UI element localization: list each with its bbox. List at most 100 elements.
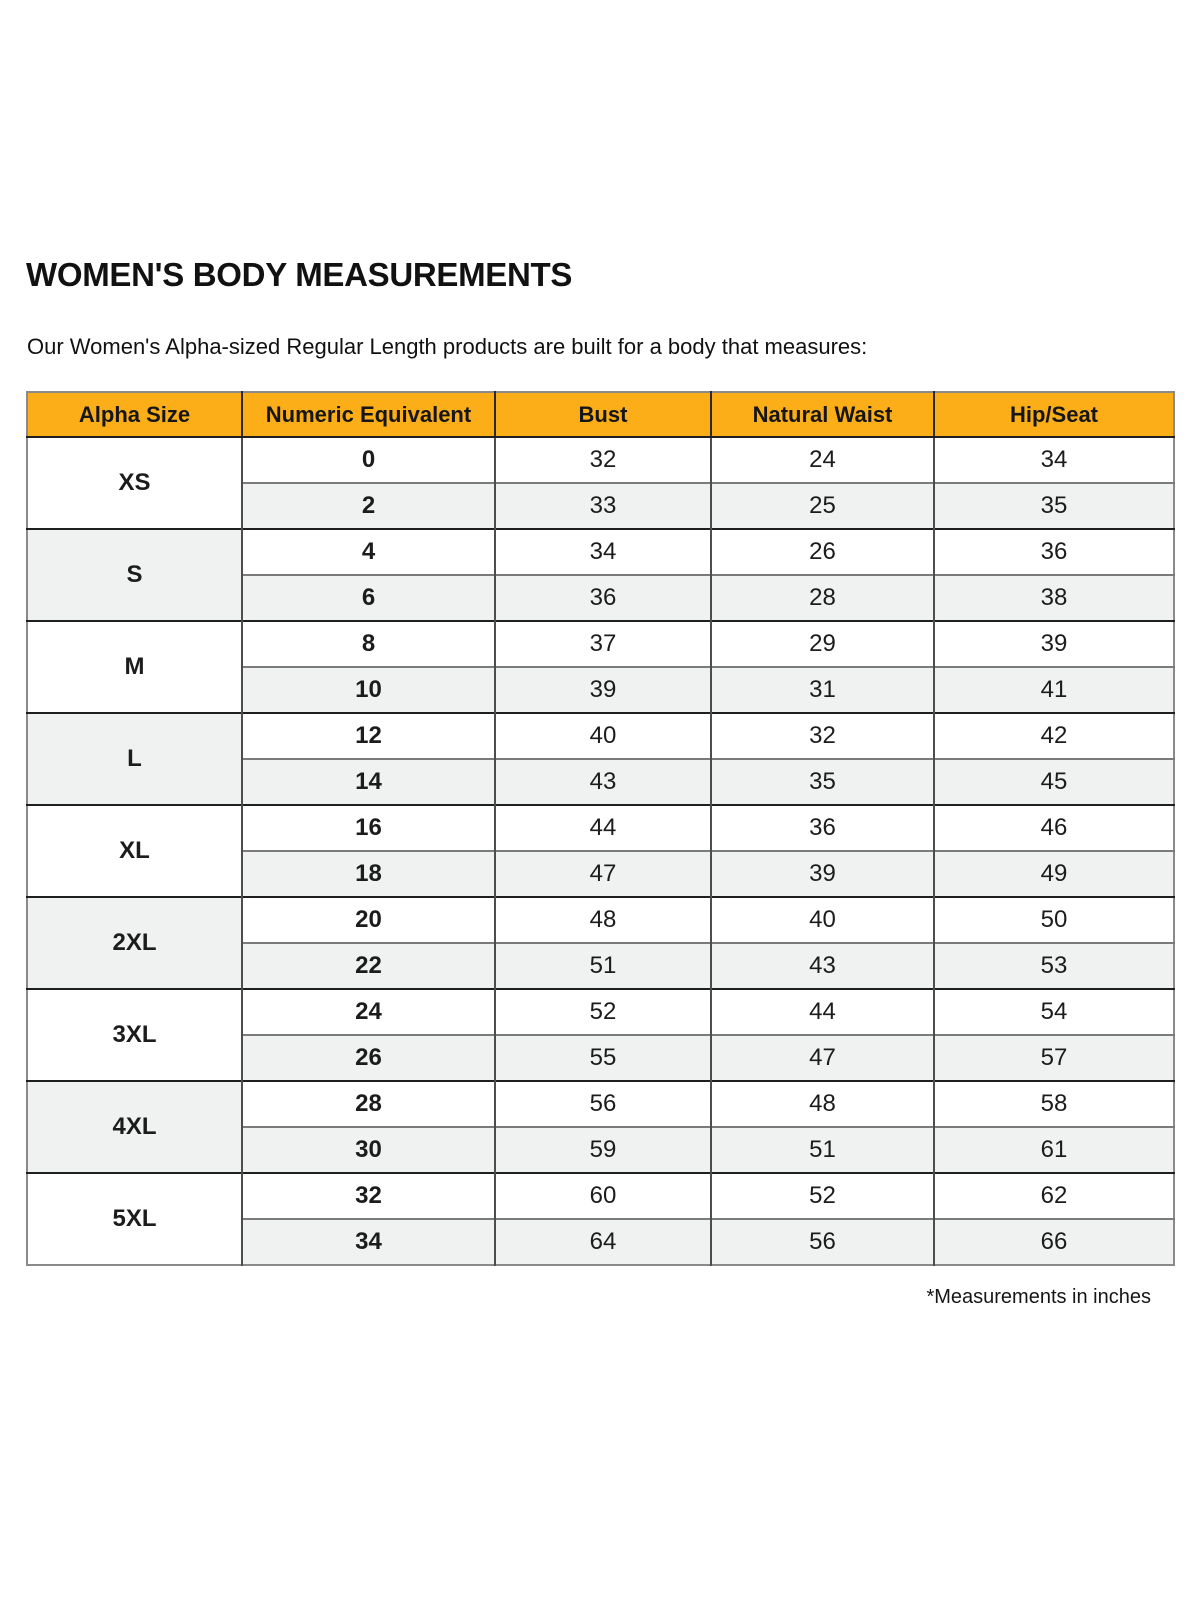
- bust-cell: 40: [494, 712, 711, 759]
- hip-seat-cell: 50: [933, 896, 1174, 943]
- bust-cell: 47: [494, 850, 711, 897]
- numeric-equivalent-cell: 6: [241, 574, 495, 621]
- alpha-size-cell: S: [27, 528, 242, 621]
- hip-seat-cell: 53: [933, 942, 1174, 989]
- hip-seat-cell: 39: [933, 620, 1174, 667]
- bust-cell: 34: [494, 528, 711, 575]
- natural-waist-cell: 28: [710, 574, 934, 621]
- bust-cell: 33: [494, 482, 711, 529]
- numeric-equivalent-cell: 8: [241, 620, 495, 667]
- bust-cell: 39: [494, 666, 711, 713]
- hip-seat-cell: 38: [933, 574, 1174, 621]
- bust-cell: 48: [494, 896, 711, 943]
- hip-seat-cell: 42: [933, 712, 1174, 759]
- numeric-equivalent-cell: 0: [241, 437, 495, 483]
- bust-cell: 37: [494, 620, 711, 667]
- table-row: XS 0 32 24 34: [27, 437, 1174, 529]
- alpha-size-cell: 5XL: [27, 1172, 242, 1265]
- natural-waist-cell: 52: [710, 1172, 934, 1219]
- alpha-size-cell: XS: [27, 437, 242, 529]
- page-subtitle: Our Women's Alpha-sized Regular Length p…: [27, 334, 868, 359]
- table-row: M 8 37 29 39: [27, 620, 1174, 713]
- natural-waist-cell: 48: [710, 1080, 934, 1127]
- header-natural-waist: Natural Waist: [710, 392, 934, 438]
- hip-seat-cell: 49: [933, 850, 1174, 897]
- header-hip-seat: Hip/Seat: [933, 392, 1174, 438]
- natural-waist-cell: 44: [710, 988, 934, 1035]
- bust-cell: 64: [494, 1218, 711, 1265]
- numeric-equivalent-cell: 12: [241, 712, 495, 759]
- table-row: 34 64 56 66: [27, 1218, 1174, 1265]
- bust-cell: 36: [494, 574, 711, 621]
- numeric-equivalent-cell: 26: [241, 1034, 495, 1081]
- bust-cell: 55: [494, 1034, 711, 1081]
- bust-cell: 51: [494, 942, 711, 989]
- table-row: 2XL 20 48 40 50: [27, 896, 1174, 989]
- hip-seat-cell: 46: [933, 804, 1174, 851]
- header-row: Alpha Size Numeric Equivalent Bust Natur…: [27, 392, 1174, 438]
- header-numeric-equivalent: Numeric Equivalent: [241, 392, 495, 438]
- alpha-size-cell: XL: [27, 804, 242, 897]
- natural-waist-cell: 35: [710, 758, 934, 805]
- table-row: 30 59 51 61: [27, 1126, 1174, 1173]
- bust-cell: 44: [494, 804, 711, 851]
- numeric-equivalent-cell: 22: [241, 942, 495, 989]
- numeric-equivalent-cell: 10: [241, 666, 495, 713]
- table-row: L 12 40 32 42: [27, 712, 1174, 805]
- table-row: S 4 34 26 36: [27, 528, 1174, 621]
- table-row: 2 33 25 35: [27, 482, 1174, 529]
- bust-cell: 43: [494, 758, 711, 805]
- table-row: 6 36 28 38: [27, 574, 1174, 621]
- natural-waist-cell: 40: [710, 896, 934, 943]
- numeric-equivalent-cell: 14: [241, 758, 495, 805]
- hip-seat-cell: 58: [933, 1080, 1174, 1127]
- numeric-equivalent-cell: 28: [241, 1080, 495, 1127]
- natural-waist-cell: 51: [710, 1126, 934, 1173]
- hip-seat-cell: 41: [933, 666, 1174, 713]
- header-alpha-size: Alpha Size: [27, 392, 242, 438]
- table-row: 18 47 39 49: [27, 850, 1174, 897]
- header-bust: Bust: [494, 392, 711, 438]
- numeric-equivalent-cell: 18: [241, 850, 495, 897]
- natural-waist-cell: 26: [710, 528, 934, 575]
- numeric-equivalent-cell: 24: [241, 988, 495, 1035]
- hip-seat-cell: 45: [933, 758, 1174, 805]
- numeric-equivalent-cell: 4: [241, 528, 495, 575]
- hip-seat-cell: 57: [933, 1034, 1174, 1081]
- bust-cell: 56: [494, 1080, 711, 1127]
- natural-waist-cell: 47: [710, 1034, 934, 1081]
- table-row: 26 55 47 57: [27, 1034, 1174, 1081]
- alpha-size-cell: L: [27, 712, 242, 805]
- numeric-equivalent-cell: 2: [241, 482, 495, 529]
- hip-seat-cell: 62: [933, 1172, 1174, 1219]
- table-row: 10 39 31 41: [27, 666, 1174, 713]
- bust-cell: 32: [494, 437, 711, 483]
- natural-waist-cell: 29: [710, 620, 934, 667]
- hip-seat-cell: 36: [933, 528, 1174, 575]
- size-chart-table: Alpha Size Numeric Equivalent Bust Natur…: [26, 391, 1175, 1266]
- hip-seat-cell: 54: [933, 988, 1174, 1035]
- natural-waist-cell: 25: [710, 482, 934, 529]
- hip-seat-cell: 66: [933, 1218, 1174, 1265]
- table-row: 22 51 43 53: [27, 942, 1174, 989]
- numeric-equivalent-cell: 20: [241, 896, 495, 943]
- hip-seat-cell: 35: [933, 482, 1174, 529]
- natural-waist-cell: 56: [710, 1218, 934, 1265]
- numeric-equivalent-cell: 34: [241, 1218, 495, 1265]
- hip-seat-cell: 34: [933, 437, 1174, 483]
- table-row: XL 16 44 36 46: [27, 804, 1174, 897]
- natural-waist-cell: 36: [710, 804, 934, 851]
- hip-seat-cell: 61: [933, 1126, 1174, 1173]
- alpha-size-cell: M: [27, 620, 242, 713]
- numeric-equivalent-cell: 30: [241, 1126, 495, 1173]
- numeric-equivalent-cell: 16: [241, 804, 495, 851]
- numeric-equivalent-cell: 32: [241, 1172, 495, 1219]
- size-table-body: XS 0 32 24 34 2 33 25 35 S 4 34 26 36 6 36 28 38 M 8 37 29 39 1…: [27, 437, 1174, 1265]
- alpha-size-cell: 4XL: [27, 1080, 242, 1173]
- content-area: WOMEN'S BODY MEASUREMENTS Our Women's Al…: [26, 256, 1175, 1308]
- bust-cell: 60: [494, 1172, 711, 1219]
- measurements-footnote: *Measurements in inches: [926, 1286, 1151, 1308]
- page-title: WOMEN'S BODY MEASUREMENTS: [26, 256, 573, 293]
- natural-waist-cell: 32: [710, 712, 934, 759]
